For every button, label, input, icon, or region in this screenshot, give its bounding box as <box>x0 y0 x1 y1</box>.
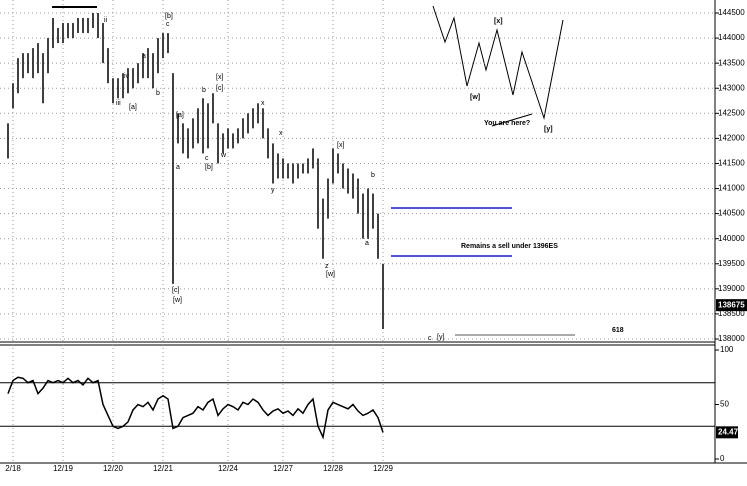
y-tick-label: 140500 <box>718 209 745 218</box>
wave-label: [b] <box>165 13 173 20</box>
wave-label: ii <box>104 17 108 24</box>
wave-label: [y] <box>437 334 444 341</box>
x-tick-label: 12/24 <box>218 464 239 473</box>
oscillator-line <box>7 376 384 440</box>
wave-label: b <box>371 172 375 179</box>
wave-label: iv <box>124 73 130 80</box>
wave-label: [c] <box>172 287 179 294</box>
wave-label: c <box>166 21 170 28</box>
wave-label: 618 <box>612 327 624 334</box>
wave-label: b <box>156 90 160 97</box>
wave-label: [a] <box>176 112 184 119</box>
wave-label: You are here? <box>484 120 530 127</box>
inset-zigzag <box>432 5 564 120</box>
x-tick-label: 12/28 <box>323 464 344 473</box>
pointer <box>491 113 533 127</box>
wave-label: x <box>261 100 265 107</box>
y-tick-label: 50 <box>720 400 729 409</box>
wave-label: y <box>271 187 275 194</box>
wave-label: [y] <box>544 126 553 133</box>
y-tick-label: 141000 <box>718 184 745 193</box>
y-tick-label: 140000 <box>718 234 745 243</box>
last-label: 138675 <box>718 300 745 309</box>
wave-label: z <box>325 263 329 270</box>
x-tick-label: 12/20 <box>103 464 124 473</box>
x-tick-label: 2/18 <box>5 464 21 473</box>
wave-label: a <box>142 53 146 60</box>
y-tick-label: 142500 <box>718 108 745 117</box>
wave-label: a <box>176 164 180 171</box>
wave-label: [x] <box>337 142 344 149</box>
wave-label: [x] <box>494 18 503 25</box>
x-tick-label: 12/29 <box>373 464 394 473</box>
y-tick-label: 138500 <box>718 309 745 318</box>
last-label: 24.47 <box>718 427 739 436</box>
y-tick-label: 141500 <box>718 159 745 168</box>
wave-label: [c] <box>216 85 223 92</box>
y-tick-label: 144000 <box>718 33 745 42</box>
y-tick-label: 143500 <box>718 58 745 67</box>
wave-label: [a] <box>129 104 137 111</box>
last-box <box>716 426 738 439</box>
y-tick-label: 139500 <box>718 259 745 268</box>
x-tick-label: 12/19 <box>53 464 74 473</box>
last-box <box>716 299 747 312</box>
wave-label: a <box>365 240 369 247</box>
wave-label: [b] <box>205 164 213 171</box>
wave-label: Remains a sell under 1396ES <box>461 243 558 250</box>
wave-label: [w] <box>173 297 182 304</box>
y-tick-label: 138000 <box>718 334 745 343</box>
x-tick-label: 12/27 <box>273 464 294 473</box>
wave-label: [w] <box>326 271 335 278</box>
y-tick-label: 139000 <box>718 284 745 293</box>
wave-label: iii <box>116 100 121 107</box>
wave-label: w <box>220 152 227 159</box>
wave-label: b <box>202 87 206 94</box>
wave-label: c <box>205 155 209 162</box>
wave-label: [w] <box>470 94 480 101</box>
wave-label: [x] <box>216 74 223 81</box>
y-tick-label: 142000 <box>718 133 745 142</box>
y-tick-label: 0 <box>720 454 725 463</box>
x-tick-label: 12/21 <box>153 464 174 473</box>
y-tick-label: 143000 <box>718 83 745 92</box>
wave-label: x <box>279 130 283 137</box>
wave-label: c <box>428 335 432 342</box>
y-tick-label: 144500 <box>718 8 745 17</box>
y-tick-label: 100 <box>720 345 734 354</box>
